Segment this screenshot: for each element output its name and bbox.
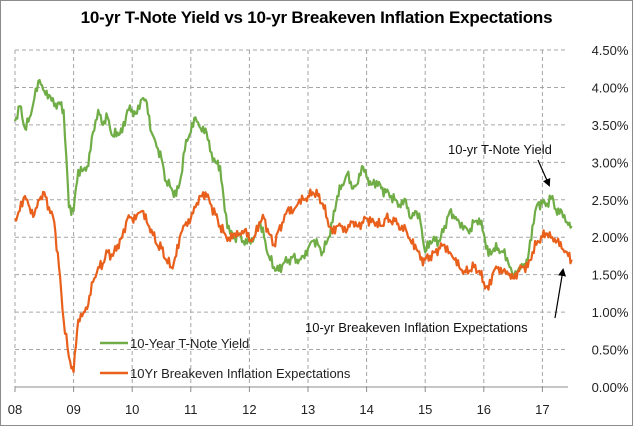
x-axis-ticks: 08 09 10 11 12 13 14 15 16 17	[8, 402, 550, 417]
x-tick-label: 15	[418, 402, 432, 417]
chart-title: 10-yr T-Note Yield vs 10-yr Breakeven In…	[80, 8, 553, 27]
annotation-breakeven-label: 10-yr Breakeven Inflation Expectations	[305, 320, 528, 335]
y-tick-label: 3.50%	[592, 118, 629, 133]
yield-series-line	[13, 78, 573, 279]
y-axis-ticks: 0.00% 0.50% 1.00% 1.50% 2.00% 2.50% 3.00% 3.50%…	[592, 43, 629, 395]
x-tick-label: 12	[242, 402, 256, 417]
x-tick-label: 13	[301, 402, 315, 417]
y-tick-label: 3.00%	[592, 155, 629, 170]
legend-label-breakeven: 10Yr Breakeven Inflation Expectations	[130, 366, 351, 381]
annotation-yield-label: 10-yr T-Note Yield	[448, 142, 552, 157]
annotation-breakeven-arrow	[554, 268, 566, 319]
y-tick-label: 2.50%	[592, 193, 629, 208]
x-tick-label: 09	[66, 402, 80, 417]
x-tick-label: 08	[8, 402, 22, 417]
axes	[14, 386, 568, 392]
y-tick-label: 4.50%	[592, 43, 629, 58]
y-tick-label: 0.00%	[592, 380, 629, 395]
y-tick-label: 2.00%	[592, 230, 629, 245]
y-tick-label: 1.00%	[592, 305, 629, 320]
x-tick-label: 11	[184, 402, 198, 417]
y-tick-label: 0.50%	[592, 343, 629, 358]
gridlines	[14, 49, 568, 387]
annotations: 10-yr T-Note Yield 10-yr Breakeven Inflat…	[305, 142, 566, 335]
x-tick-label: 16	[477, 402, 491, 417]
x-tick-label: 14	[359, 402, 373, 417]
x-tick-label: 17	[535, 402, 549, 417]
legend-label-yield: 10-Year T-Note Yield	[130, 336, 249, 351]
x-tick-label: 10	[125, 402, 139, 417]
breakeven-series-line	[14, 188, 573, 374]
series-lines	[13, 78, 573, 374]
y-tick-label: 4.00%	[592, 80, 629, 95]
y-tick-label: 1.50%	[592, 268, 629, 283]
legend: 10-Year T-Note Yield 10Yr Breakeven Infla…	[100, 336, 351, 381]
annotation-yield-arrow	[537, 159, 551, 187]
